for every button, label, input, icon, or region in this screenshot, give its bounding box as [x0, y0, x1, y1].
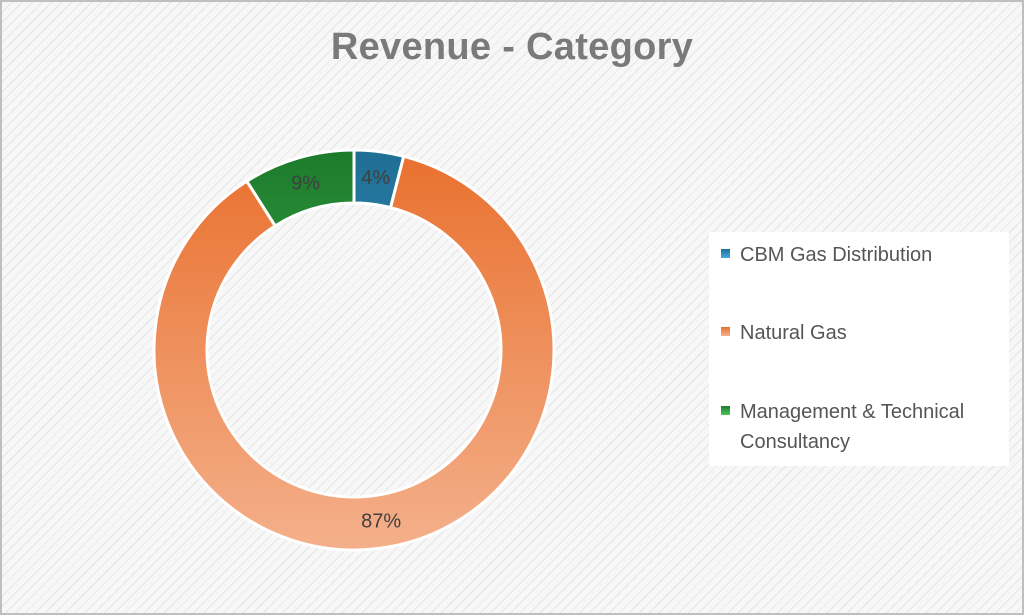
data-label-management-technical-consultancy: 9% [291, 172, 320, 194]
legend-swatch-management-technical-consultancy [721, 406, 730, 415]
legend-swatch-natural-gas [721, 327, 730, 336]
legend-label-management-technical-consultancy: Management & Technical Consultancy [740, 401, 965, 453]
donut-slice-natural-gas [152, 154, 556, 552]
legend-label-cbm-gas-distribution: CBM Gas Distribution [740, 244, 933, 266]
donut-slice-management-technical-consultancy [244, 148, 356, 228]
legend: CBM Gas Distribution Natural Gas Managem… [709, 232, 1009, 466]
legend-item-natural-gas: Natural Gas [721, 318, 1006, 348]
data-label-cbm-gas-distribution: 4% [361, 167, 390, 189]
legend-label-natural-gas: Natural Gas [740, 322, 847, 344]
chart-title: Revenue - Category [330, 26, 694, 68]
data-label-natural-gas: 87% [361, 510, 401, 532]
legend-swatch-cbm-gas-distribution [721, 249, 730, 258]
legend-item-cbm-gas-distribution: CBM Gas Distribution [721, 240, 1006, 270]
legend-item-management-technical-consultancy: Management & Technical Consultancy [721, 397, 1006, 457]
